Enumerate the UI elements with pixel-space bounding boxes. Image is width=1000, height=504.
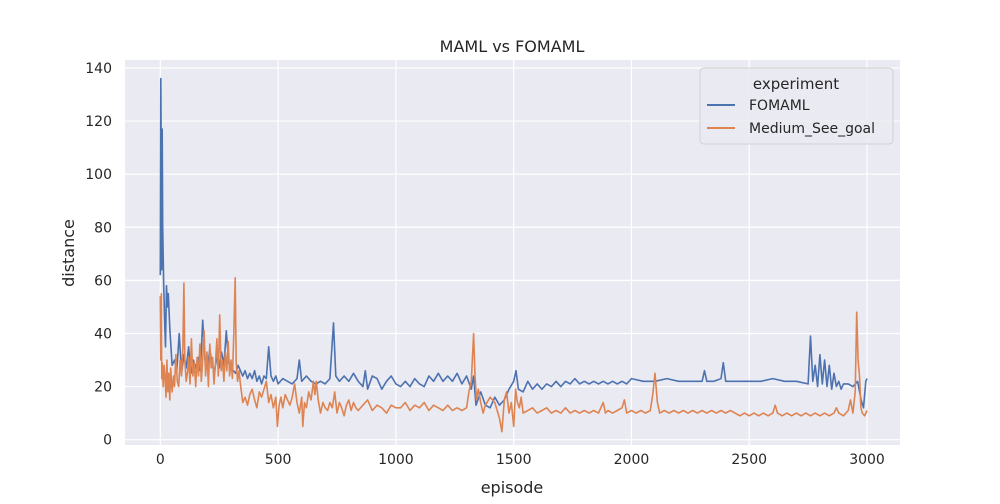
y-tick-label: 40 [94,326,112,342]
y-tick-label: 80 [94,220,112,236]
y-tick-label: 120 [85,114,112,130]
chart-title: MAML vs FOMAML [440,37,585,56]
x-tick-label: 3000 [849,452,885,468]
legend-title: experiment [753,75,839,93]
grid [125,60,900,445]
x-tick-label: 2000 [614,452,650,468]
series-line-medium-see-goal [159,276,868,433]
x-tick-label: 2500 [731,452,767,468]
series-lines [159,77,868,433]
y-tick-label: 0 [103,433,112,449]
y-tick-label: 140 [85,61,112,77]
y-axis-label: distance [59,219,78,287]
tick-labels: 0 500 1000 1500 2000 2500 3000 0 20 40 60 80 100 120 1… [85,61,885,468]
x-axis-label: episode [481,478,544,497]
legend-label-fomaml: FOMAML [749,98,810,114]
y-tick-label: 100 [85,167,112,183]
legend-label-medium-see-goal: Medium_See_goal [749,121,875,137]
x-tick-label: 1000 [378,452,414,468]
legend: experiment FOMAML Medium_See_goal [699,67,894,145]
y-tick-label: 60 [94,273,112,289]
x-tick-label: 500 [265,452,292,468]
legend-box [699,67,894,145]
x-tick-label: 0 [156,452,165,468]
y-tick-label: 20 [94,380,112,396]
x-tick-label: 1500 [496,452,532,468]
